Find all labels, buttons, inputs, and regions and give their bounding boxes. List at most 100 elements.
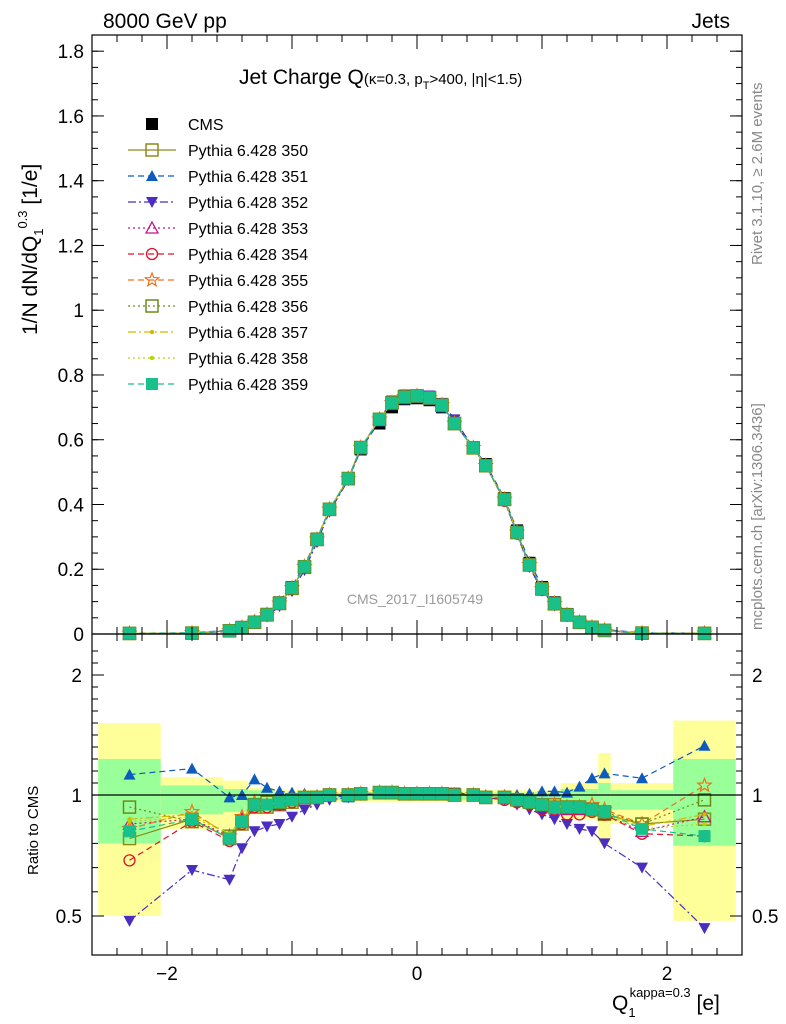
ratio-point (586, 803, 598, 816)
legend-item: Pythia 6.428 357 (128, 325, 308, 342)
ratio-point (523, 796, 536, 809)
legend-marker (145, 247, 159, 261)
y-tick-label: 0 (73, 625, 84, 646)
category-label: Jets (691, 10, 730, 33)
ratio-y-tick-label-right: 1 (752, 786, 763, 807)
legend-item: Pythia 6.428 359 (128, 377, 308, 394)
main-ylabel-subscript: 1 (31, 229, 46, 236)
chart-title: Jet Charge Q(κ=0.3, pT>400, |η|<1.5) (239, 66, 522, 92)
data-point (223, 624, 236, 637)
data-point (436, 399, 448, 412)
y-tick-label: 1.8 (58, 42, 84, 63)
legend-label: Pythia 6.428 353 (188, 221, 308, 238)
ratio-point (186, 762, 198, 774)
ratio-point (248, 826, 261, 838)
ratio-point (479, 791, 492, 804)
ratio-point (697, 793, 712, 807)
ratio-point (636, 822, 648, 835)
data-point (342, 472, 355, 485)
y-tick-label: 1.4 (58, 172, 85, 193)
data-point (467, 441, 480, 454)
ratio-point (223, 791, 236, 803)
data-point (423, 391, 436, 404)
ratio-point (123, 854, 136, 867)
ratio-point (598, 805, 611, 818)
y-tick-label: 0.6 (58, 431, 84, 452)
legend-item: Pythia 6.428 354 (128, 247, 308, 264)
ratio-point (548, 785, 561, 797)
data-point (598, 624, 611, 637)
legend-item: Pythia 6.428 356 (128, 299, 308, 316)
ratio-point (411, 787, 423, 800)
ratio-xlabel-q: Q (612, 992, 628, 1015)
ratio-point (698, 830, 711, 843)
ratio-point (548, 814, 561, 826)
ratio-point (373, 786, 386, 799)
ratio-point (423, 787, 436, 800)
ratio-point (273, 796, 286, 809)
ratio-point (123, 825, 136, 838)
ratio-point (573, 780, 586, 792)
y-tick-label: 0.4 (58, 495, 85, 516)
y-tick-label: 0.2 (58, 560, 84, 581)
ratio-point (261, 798, 273, 811)
ratio-point (273, 819, 286, 831)
data-point (273, 597, 286, 610)
legend-item: Pythia 6.428 351 (128, 169, 308, 186)
watermark: CMS_2017_I1605749 (347, 591, 483, 607)
ratio-point (696, 776, 713, 793)
legend-label: Pythia 6.428 358 (188, 351, 308, 368)
data-point (411, 389, 423, 402)
chart-title-sub: (κ=0.3, p (364, 71, 423, 88)
legend-label: CMS (188, 117, 224, 134)
ratio-y-tick-label-right: 2 (752, 666, 763, 687)
y-tick-label: 0.8 (58, 366, 84, 387)
data-point (354, 441, 367, 454)
ratio-y-tick-label-right: 0.5 (752, 907, 778, 928)
ratio-y-tick-label: 0.5 (56, 907, 82, 928)
legend-label: Pythia 6.428 359 (188, 377, 308, 394)
ratio-point (386, 786, 398, 799)
ratio-y-tick-label: 1 (71, 786, 82, 807)
ratio-point (398, 787, 411, 800)
x-tick-label: 0 (412, 964, 423, 985)
ratio-ylabel: Ratio to CMS (25, 786, 42, 875)
ratio-point (286, 793, 298, 806)
legend-item: Pythia 6.428 350 (128, 143, 308, 160)
ratio-point (573, 823, 586, 835)
legend-item: Pythia 6.428 355 (128, 271, 308, 290)
data-point (323, 503, 336, 516)
ratio-point (636, 772, 648, 784)
legend-label: Pythia 6.428 357 (188, 325, 308, 342)
legend-label: Pythia 6.428 354 (188, 247, 308, 264)
uncertainty-band-inner (610, 790, 674, 810)
ratio-line (129, 745, 705, 799)
legend-item: Pythia 6.428 352 (128, 195, 308, 212)
x-tick-label: 2 (662, 964, 673, 985)
ratio-point (186, 813, 198, 826)
data-point (511, 526, 523, 539)
ratio-point (236, 815, 248, 828)
legend-label: Pythia 6.428 352 (188, 195, 308, 212)
y-tick-label: 1.6 (58, 107, 84, 128)
data-point (261, 608, 273, 621)
ratio-point (586, 772, 598, 784)
ratio-point (698, 739, 711, 751)
chart-title-subscript: T (423, 80, 430, 92)
ratio-point (511, 793, 523, 806)
ratio-point (311, 791, 323, 804)
ratio-point (223, 832, 236, 845)
main-ylabel-part1: 1/N dN/dQ (19, 236, 42, 335)
legend-item: Pythia 6.428 353 (128, 220, 308, 238)
ratio-series-10 (123, 786, 711, 845)
data-point (373, 413, 386, 426)
main-ylabel-unit: [1/e] (19, 164, 42, 211)
main-ylabel: 1/N dN/dQ10.3 [1/e] (15, 164, 46, 335)
energy-label: 8000 GeV pp (103, 10, 227, 33)
ratio-point (598, 767, 611, 779)
ratio-point (536, 785, 548, 797)
data-point (248, 616, 261, 629)
legend-marker (146, 378, 158, 390)
ratio-point (298, 791, 311, 804)
